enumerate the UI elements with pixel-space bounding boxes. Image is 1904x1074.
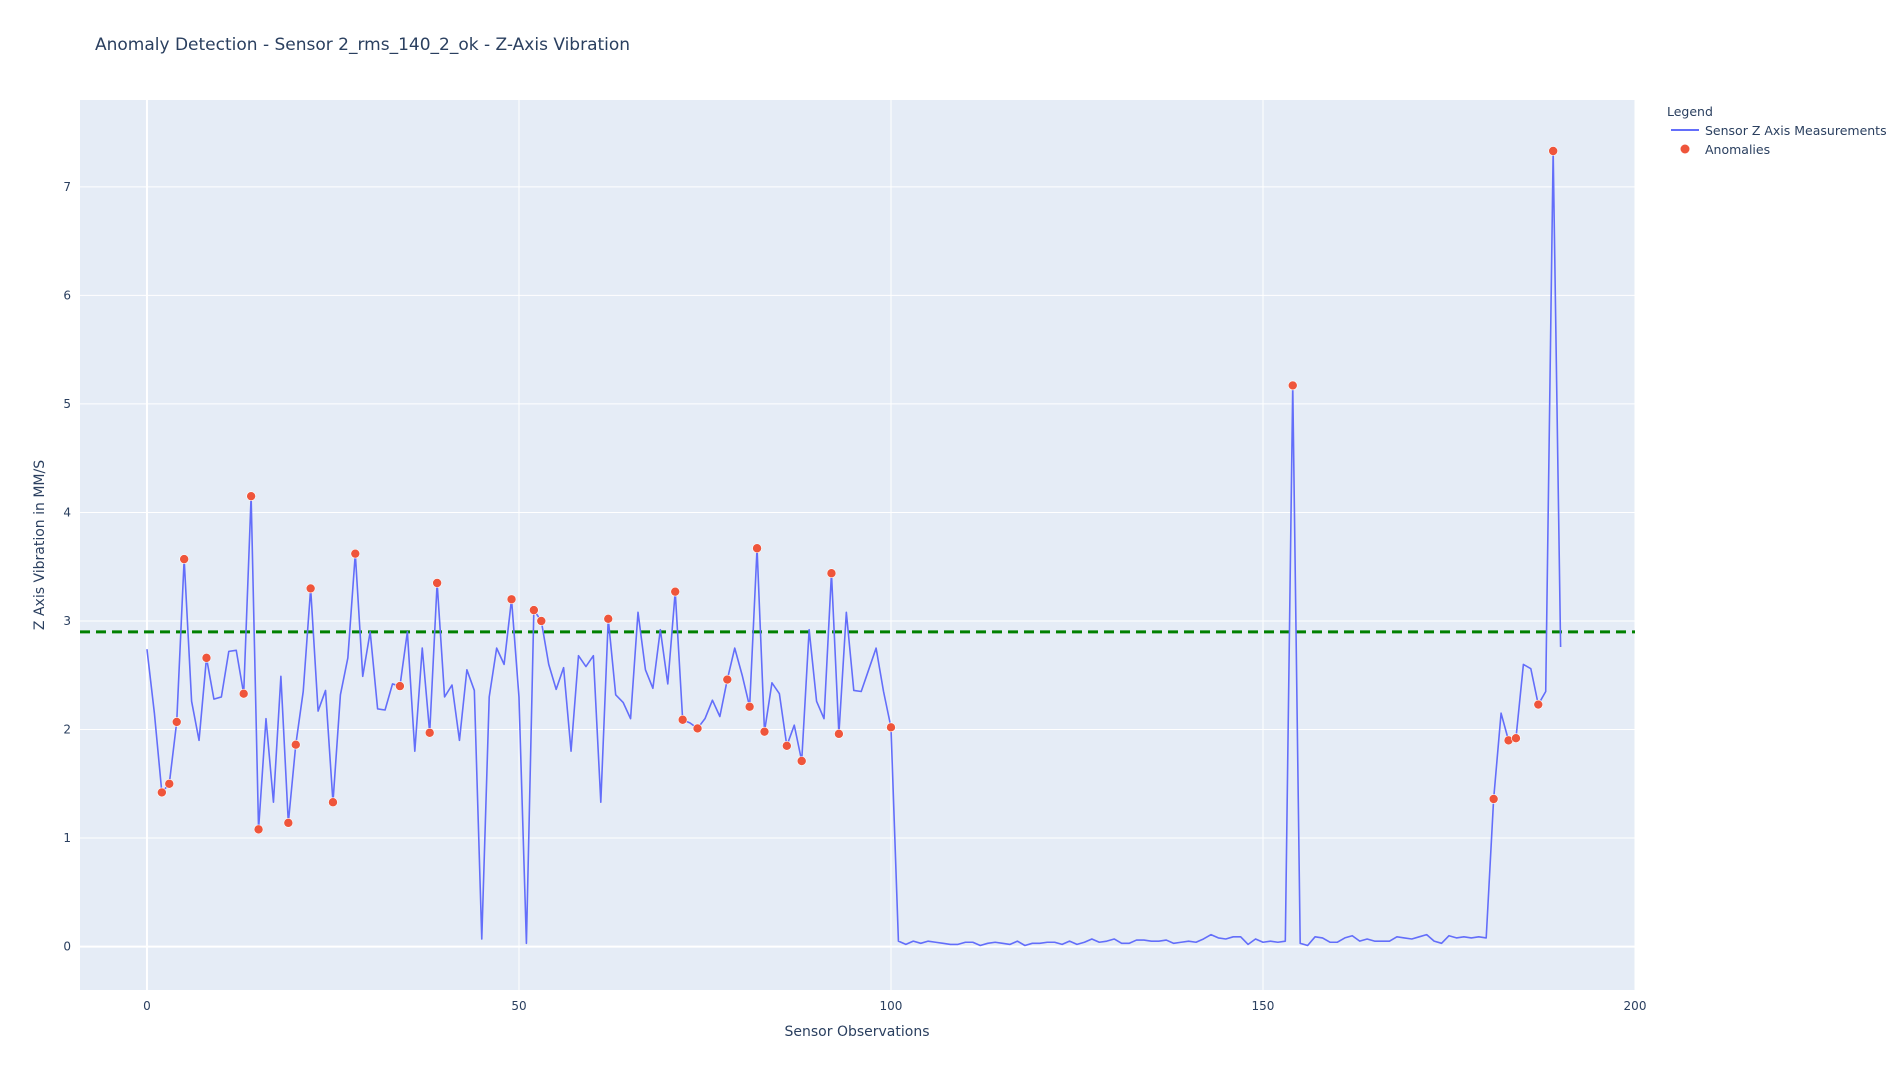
anomaly-point xyxy=(782,740,792,751)
x-tick-label: 100 xyxy=(880,999,903,1013)
anomaly-point xyxy=(157,787,167,798)
legend-title: Legend xyxy=(1667,104,1713,119)
legend[interactable]: Legend Sensor Z Axis Measurements Anomal… xyxy=(1667,104,1887,157)
y-tick-label: 0 xyxy=(63,940,71,954)
anomaly-point xyxy=(1533,699,1544,710)
y-tick-label: 1 xyxy=(63,831,71,845)
y-tick-label: 5 xyxy=(63,397,71,411)
anomaly-point xyxy=(692,723,703,734)
x-tick-label: 0 xyxy=(143,999,151,1013)
anomaly-point xyxy=(424,727,435,738)
y-tick-label: 4 xyxy=(63,505,71,519)
x-axis-title: Sensor Observations xyxy=(785,1024,930,1040)
anomaly-point xyxy=(796,756,807,766)
anomaly-point xyxy=(670,586,681,597)
anomaly-point xyxy=(253,824,264,835)
series-line-measurements xyxy=(146,150,1562,947)
y-tick-label: 2 xyxy=(63,723,71,737)
tick-labels: 0 1 2 3 4 5 6 7 0 50 100 150 200 xyxy=(63,180,1646,1013)
x-tick-label: 200 xyxy=(1624,999,1647,1013)
legend-label-anomalies: Anomalies xyxy=(1705,142,1770,157)
anomaly-point xyxy=(886,722,896,733)
anomaly-point xyxy=(826,568,837,579)
anomaly-point xyxy=(290,739,301,750)
anomaly-point xyxy=(395,681,405,691)
legend-item-measurements[interactable]: Sensor Z Axis Measurements xyxy=(1671,123,1887,138)
anomaly-point xyxy=(1287,380,1298,391)
anomaly-point xyxy=(759,726,770,737)
anomaly-point xyxy=(179,554,189,564)
legend-marker-swatch xyxy=(1680,144,1690,154)
x-tick-label: 150 xyxy=(1252,999,1275,1013)
x-tick-label: 50 xyxy=(511,999,526,1013)
plot-area xyxy=(80,100,1635,990)
anomaly-point xyxy=(752,543,762,554)
anomaly-point xyxy=(432,578,442,588)
y-tick-label: 6 xyxy=(63,288,71,302)
anomaly-markers xyxy=(157,146,1558,835)
anomaly-point xyxy=(164,778,175,789)
anomaly-point xyxy=(834,729,844,739)
y-axis-title: Z Axis Vibration in MM/S xyxy=(32,460,48,630)
y-tick-label: 3 xyxy=(63,614,71,628)
anomaly-point xyxy=(744,701,755,712)
anomaly-point xyxy=(722,674,733,685)
anomaly-point xyxy=(1548,146,1558,156)
anomaly-point xyxy=(238,688,249,699)
anomaly-point xyxy=(201,653,212,663)
anomaly-point xyxy=(328,797,338,808)
anomaly-point xyxy=(603,613,614,624)
anomaly-point xyxy=(1488,794,1499,804)
anomaly-point xyxy=(536,616,547,626)
anomaly-point xyxy=(283,818,294,828)
anomaly-point xyxy=(506,594,517,605)
legend-item-anomalies[interactable]: Anomalies xyxy=(1680,142,1771,157)
anomaly-point xyxy=(305,583,316,594)
grid-lines xyxy=(80,100,1636,990)
legend-label-measurements: Sensor Z Axis Measurements xyxy=(1705,123,1887,138)
anomaly-point xyxy=(529,605,539,615)
anomaly-point xyxy=(246,491,256,501)
anomaly-point xyxy=(171,717,182,727)
anomaly-point xyxy=(677,714,688,725)
anomaly-point xyxy=(350,548,361,559)
anomaly-point xyxy=(1511,733,1521,744)
chart-title: Anomaly Detection - Sensor 2_rms_140_2_o… xyxy=(95,35,630,55)
series-layer xyxy=(146,150,1562,947)
y-tick-label: 7 xyxy=(63,180,71,194)
